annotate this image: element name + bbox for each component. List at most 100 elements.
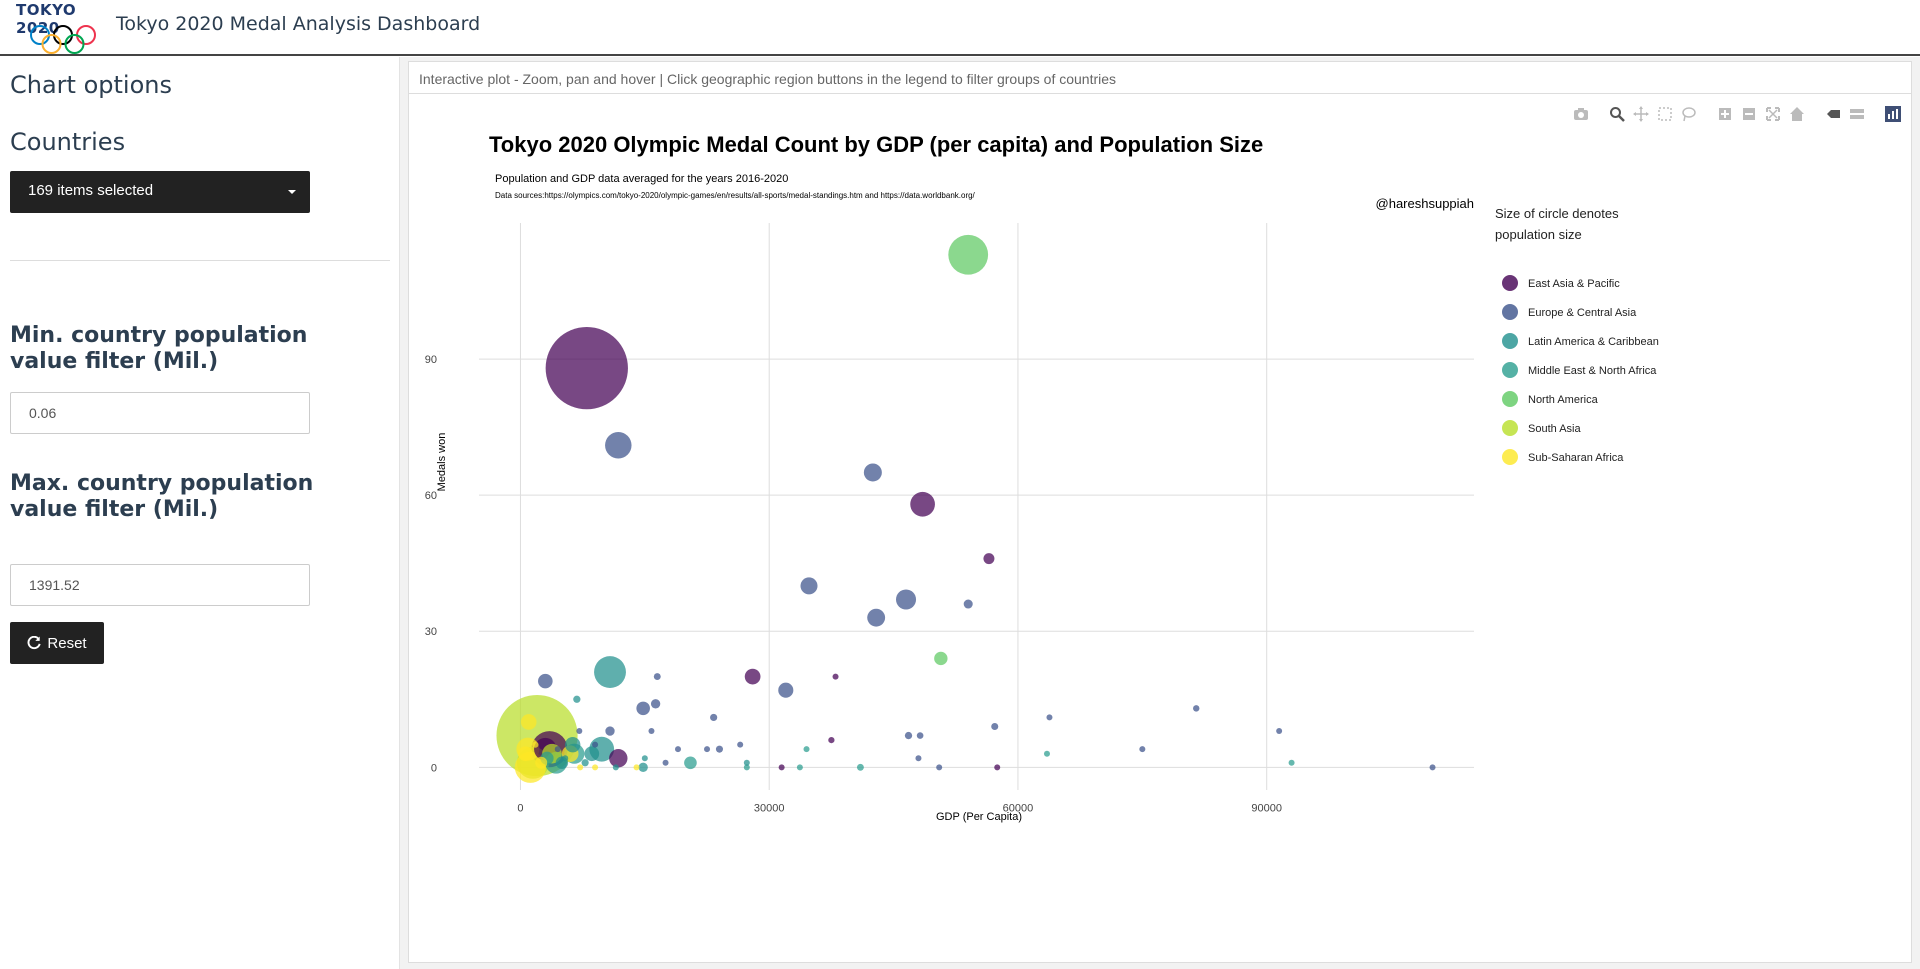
data-point[interactable] (934, 651, 948, 666)
data-point[interactable] (638, 762, 648, 772)
data-point[interactable] (535, 756, 548, 769)
compare-hover-icon[interactable] (1847, 104, 1867, 124)
autoscale-icon[interactable] (1763, 104, 1783, 124)
data-point[interactable] (710, 713, 718, 722)
data-point[interactable] (991, 722, 999, 731)
data-point[interactable] (1046, 714, 1053, 721)
pan-icon[interactable] (1631, 104, 1651, 124)
data-point[interactable] (518, 746, 533, 762)
data-point[interactable] (1429, 764, 1436, 771)
data-point[interactable] (916, 732, 924, 739)
data-point[interactable] (983, 553, 995, 565)
min-population-input[interactable] (10, 392, 310, 434)
data-point[interactable] (576, 728, 583, 735)
app-header: TOKYO 2020 Tokyo 2020 Medal Analysis Das… (0, 0, 1920, 56)
legend-label: Latin America & Caribbean (1528, 336, 1659, 348)
data-point[interactable] (684, 756, 697, 770)
reset-axes-icon[interactable] (1787, 104, 1807, 124)
data-point[interactable] (653, 673, 661, 681)
data-point[interactable] (562, 755, 569, 762)
data-point[interactable] (605, 432, 632, 459)
data-point[interactable] (778, 682, 794, 698)
data-point[interactable] (538, 673, 553, 689)
data-point[interactable] (936, 764, 943, 771)
data-point[interactable] (592, 741, 599, 748)
reset-button[interactable]: Reset (10, 622, 104, 664)
data-point[interactable] (963, 599, 973, 609)
data-point[interactable] (545, 326, 628, 410)
data-point[interactable] (612, 764, 619, 771)
data-point[interactable] (904, 731, 913, 740)
data-point[interactable] (662, 759, 669, 766)
countries-select[interactable]: 169 items selected (10, 171, 310, 213)
legend-item[interactable]: Europe & Central Asia (1502, 304, 1637, 320)
tokyo-2020-logo: TOKYO 2020 (14, 1, 118, 55)
y-axis-ticks: 0 30 60 90 (425, 354, 437, 774)
data-point[interactable] (641, 755, 648, 762)
data-point[interactable] (910, 491, 935, 517)
zoom-out-icon[interactable] (1739, 104, 1759, 124)
legend-item[interactable]: Latin America & Caribbean (1502, 333, 1659, 349)
data-point[interactable] (636, 701, 650, 716)
data-point[interactable] (800, 577, 818, 595)
box-select-icon[interactable] (1655, 104, 1675, 124)
data-point[interactable] (1139, 746, 1146, 753)
data-point[interactable] (856, 763, 864, 771)
data-point[interactable] (715, 745, 723, 753)
data-point[interactable] (1288, 759, 1295, 766)
data-point[interactable] (605, 726, 615, 736)
legend-item[interactable]: Middle East & North Africa (1502, 362, 1657, 378)
legend-item[interactable]: South Asia (1502, 420, 1581, 436)
data-point[interactable] (863, 463, 882, 482)
lasso-select-icon[interactable] (1679, 104, 1699, 124)
zoom-icon[interactable] (1607, 104, 1627, 124)
data-point[interactable] (704, 746, 711, 753)
data-point[interactable] (520, 714, 537, 730)
legend-title: Size of circle denotes population size (1495, 206, 1619, 242)
data-point[interactable] (832, 673, 839, 680)
legend-item[interactable]: North America (1502, 391, 1599, 407)
spike-lines-icon[interactable] (1823, 104, 1843, 124)
data-point[interactable] (895, 589, 917, 610)
data-point[interactable] (609, 749, 628, 768)
min-population-label: Min. country population value filter (Mi… (10, 323, 308, 374)
max-population-input[interactable] (10, 564, 310, 606)
data-point[interactable] (737, 741, 744, 748)
data-point[interactable] (948, 234, 989, 275)
data-point[interactable] (594, 656, 626, 689)
medal-scatter-chart[interactable]: Tokyo 2020 Olympic Medal Count by GDP (p… (409, 95, 1911, 963)
camera-icon[interactable] (1571, 104, 1591, 124)
data-point[interactable] (915, 755, 922, 762)
data-point[interactable] (867, 608, 886, 627)
data-point[interactable] (828, 736, 835, 744)
chart-points (496, 234, 1436, 783)
data-point[interactable] (633, 764, 640, 771)
data-point[interactable] (675, 746, 681, 753)
data-point[interactable] (581, 759, 589, 767)
data-point[interactable] (564, 736, 581, 753)
data-point[interactable] (577, 764, 584, 771)
legend-item[interactable]: Sub-Saharan Africa (1502, 449, 1624, 465)
zoom-in-icon[interactable] (1715, 104, 1735, 124)
data-point[interactable] (650, 699, 661, 709)
plotly-logo-icon[interactable] (1883, 104, 1903, 124)
data-point[interactable] (648, 728, 655, 735)
data-point[interactable] (994, 764, 1001, 771)
data-point[interactable] (532, 741, 539, 748)
data-point[interactable] (1276, 728, 1283, 735)
data-point[interactable] (592, 764, 599, 771)
data-point[interactable] (1193, 705, 1200, 712)
data-point[interactable] (803, 746, 810, 753)
data-point[interactable] (744, 668, 761, 685)
data-point[interactable] (796, 764, 803, 771)
data-point[interactable] (778, 764, 785, 771)
data-point[interactable] (1043, 750, 1050, 757)
data-point[interactable] (743, 759, 750, 766)
chart-annotation: @hareshsuppiah (1376, 196, 1474, 211)
data-point[interactable] (554, 746, 561, 753)
data-point[interactable] (743, 764, 750, 771)
legend-label: South Asia (1528, 423, 1581, 435)
legend-item[interactable]: East Asia & Pacific (1502, 275, 1620, 291)
data-point[interactable] (573, 695, 581, 703)
data-point[interactable] (584, 746, 600, 762)
